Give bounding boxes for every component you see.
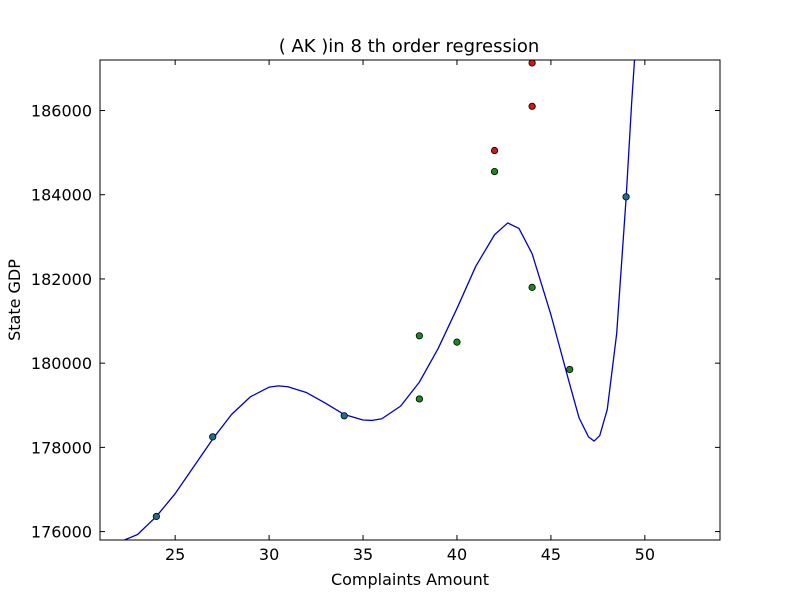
data-point — [209, 433, 217, 441]
data-point — [528, 102, 536, 110]
x-tick-label: 40 — [447, 545, 467, 564]
y-tick-label: 184000 — [31, 186, 92, 205]
chart-title: ( AK )in 8 th order regression — [279, 36, 540, 57]
data-point — [340, 412, 348, 420]
data-point — [415, 395, 423, 403]
data-point — [453, 338, 461, 346]
x-tick-label: 25 — [165, 545, 185, 564]
x-tick-label: 35 — [353, 545, 373, 564]
y-tick-label: 176000 — [31, 523, 92, 542]
plot-area — [124, 60, 636, 540]
y-tick-label: 178000 — [31, 438, 92, 457]
regression-curve — [124, 60, 636, 540]
data-point — [622, 193, 630, 201]
x-axis-label: Complaints Amount — [331, 570, 489, 589]
x-tick-label: 45 — [541, 545, 561, 564]
y-tick-label: 182000 — [31, 270, 92, 289]
y-axis-label: State GDP — [5, 259, 24, 341]
data-point — [490, 167, 499, 176]
data-point — [490, 146, 499, 155]
axes-frame — [99, 59, 721, 541]
data-point — [528, 283, 536, 291]
axis-ticks: 25 30 35 40 45 50 176000 178000 180000 182000 1840… — [31, 60, 720, 564]
y-tick-label: 180000 — [31, 354, 92, 373]
x-tick-label: 50 — [635, 545, 655, 564]
x-tick-label: 30 — [259, 545, 279, 564]
data-point — [528, 60, 536, 67]
y-tick-label: 186000 — [31, 102, 92, 121]
data-point — [566, 365, 574, 374]
data-point — [152, 512, 160, 521]
data-point — [415, 332, 423, 340]
